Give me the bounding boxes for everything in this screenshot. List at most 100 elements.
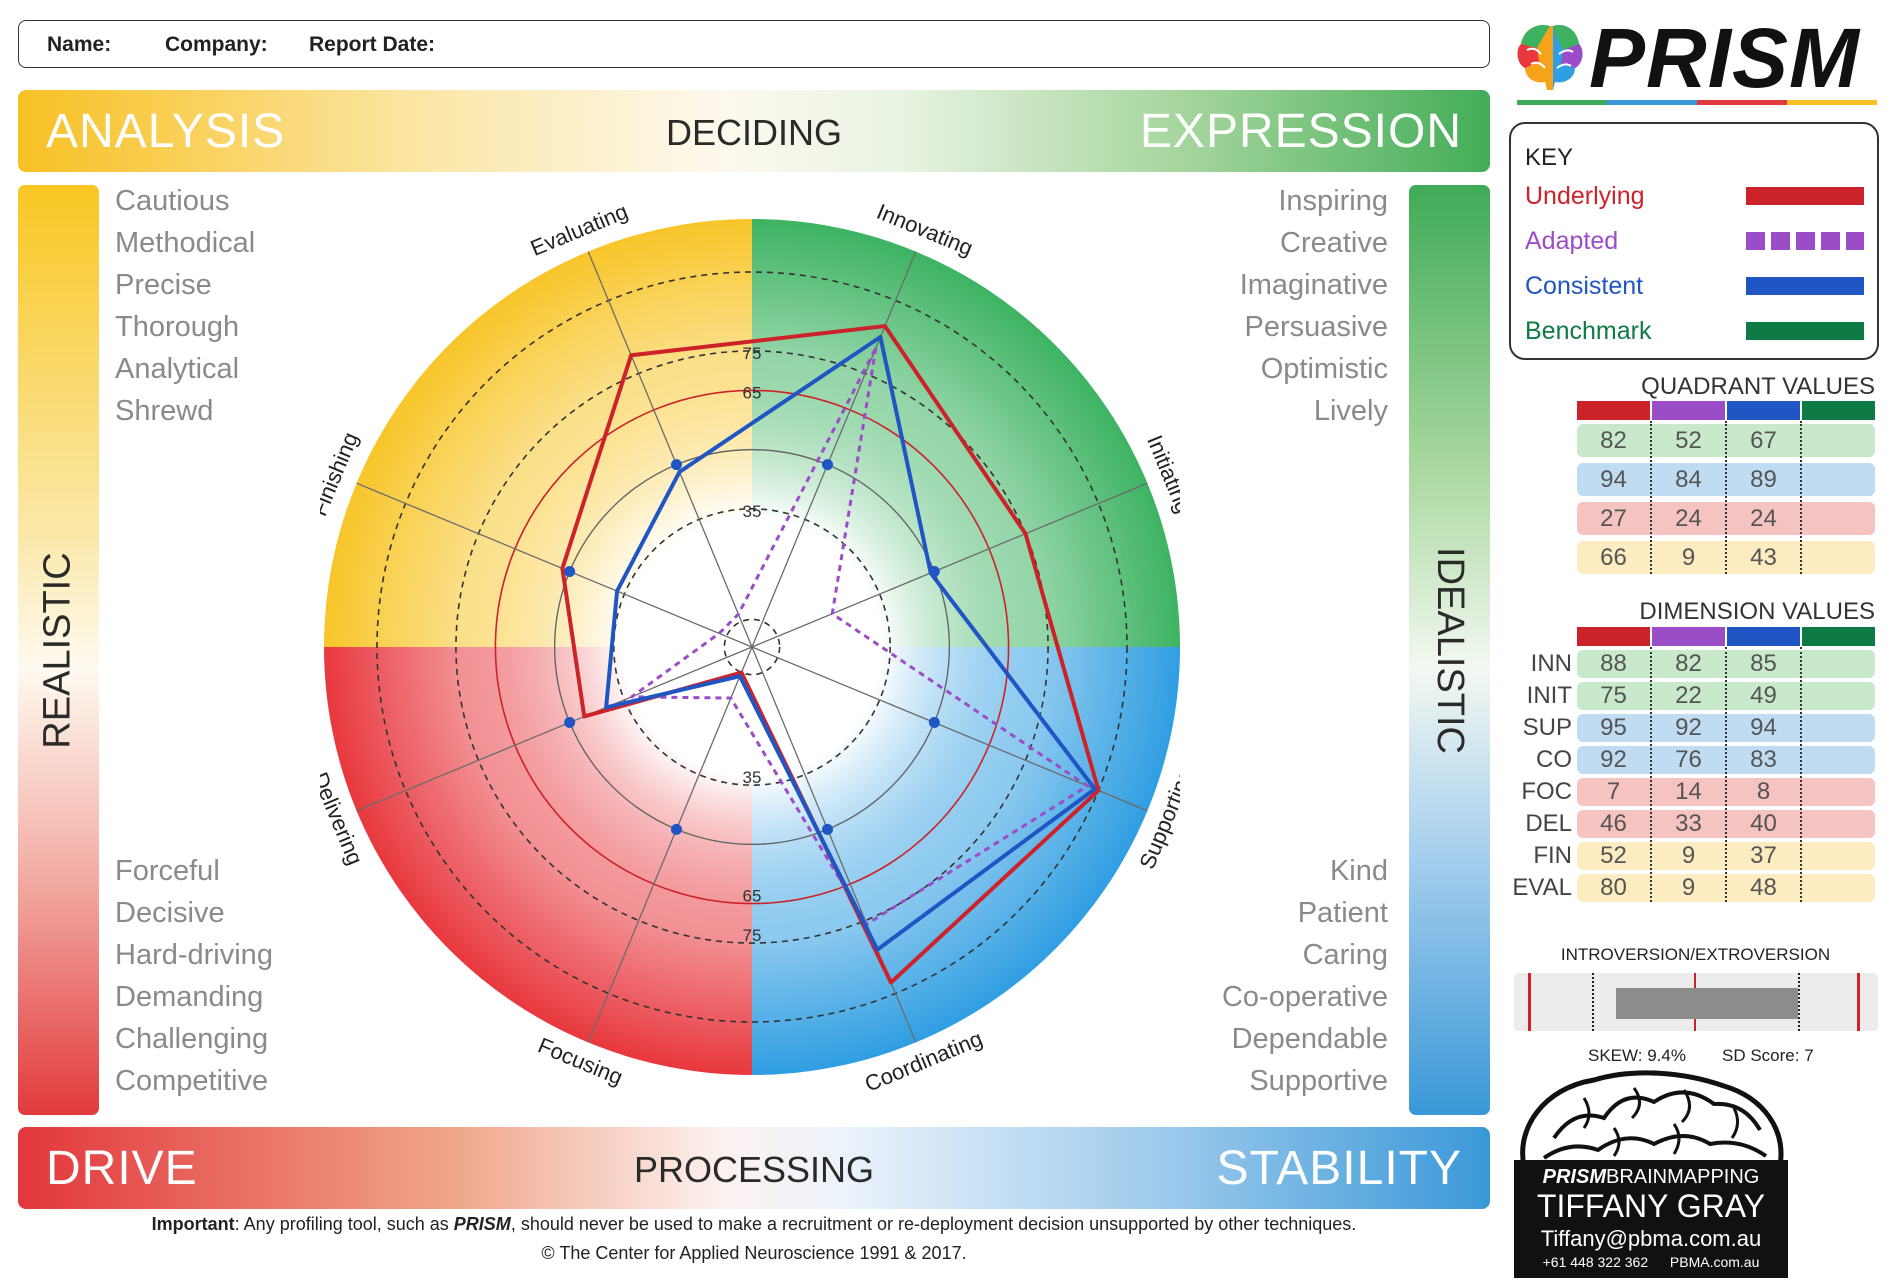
trait: Competitive [115,1065,269,1097]
trait: Creative [1280,227,1388,259]
table-cell: 66 [1600,543,1627,571]
card-email: Tiffany@pbma.com.au [1540,1226,1762,1251]
prism-logo: PRISM [1515,11,1877,106]
introversion-title: INTROVERSION/EXTROVERSION [1560,945,1831,964]
trait: Kind [1329,855,1388,887]
table-cell: 89 [1750,465,1777,493]
table-cell: 24 [1675,504,1702,532]
copyright: © The Center for Applied Neuroscience 19… [541,1243,967,1263]
important-brand: PRISM [453,1214,511,1234]
quadrant-values-title: QUADRANT VALUES [1641,373,1875,400]
trait: Decisive [115,897,225,929]
series-point-consistent [564,565,576,577]
table-cell: 75 [1600,682,1627,709]
table-cell: 40 [1750,810,1777,837]
trait: Forceful [115,855,220,887]
trait: Inspiring [1278,185,1388,217]
column-header-swatch [1577,401,1650,420]
table-cell: 82 [1675,650,1702,677]
ring-label: 65 [743,887,762,906]
table-cell: 83 [1750,746,1777,773]
realistic-bar: REALISTIC [18,185,99,1115]
stability-label: STABILITY [1216,1142,1462,1195]
series-point-consistent [670,459,682,471]
traits-expression: Inspiring Creative Imaginative Persuasiv… [1240,180,1388,432]
name-label: Name: [47,33,112,56]
report-header: Name: Company: Report Date: [18,20,1490,68]
column-header-swatch [1802,401,1875,420]
traits-stability: Kind Patient Caring Co-operative Dependa… [1222,850,1388,1102]
brain-logo-icon [1517,24,1583,91]
important-rest: , should never be used to make a recruit… [510,1214,1357,1234]
series-point-consistent [928,717,940,729]
logo-color-line [1517,100,1877,105]
radar-spoke [751,482,1148,648]
column-header-swatch [1652,627,1725,646]
column-header-swatch [1727,401,1800,420]
table-cell: 80 [1600,874,1627,901]
radar-ring [376,271,1128,1023]
report-date-label: Report Date: [309,33,436,56]
gauge-dotted-line [1798,973,1800,1031]
trait: Precise [115,269,212,301]
ring-label: 75 [743,926,762,945]
top-banner: DECIDING ANALYSIS EXPRESSION [18,90,1490,172]
key-consistent-label: Consistent [1525,272,1644,300]
prism-radar-chart: InnovatingInitiatingSupportingCoordinati… [320,198,1180,1097]
prism-wordmark: PRISM [1589,11,1861,105]
series-point-consistent [564,717,576,729]
table-cell: 88 [1600,650,1627,677]
table-cell: 82 [1600,426,1627,454]
card-name: TIFFANY GRAY [1536,1188,1766,1224]
sd-score: SD Score: 7 [1722,1046,1814,1065]
dimension-label: FIN [1533,842,1572,869]
key-benchmark-label: Benchmark [1525,317,1652,345]
ring-label: 35 [743,768,762,787]
trait: Challenging [115,1023,269,1055]
idealistic-bar: IDEALISTIC [1409,185,1490,1115]
series-point-consistent [822,459,834,471]
important-note: Important: Any profiling tool, such as P… [18,1214,1490,1235]
card-panel: PRISMBRAINMAPPING TIFFANY GRAY Tiffany@p… [1514,1160,1788,1278]
key-adapted-swatch [1746,232,1864,250]
table-cell: 9 [1681,874,1696,901]
table-cell: 52 [1600,842,1627,869]
introversion-bar [1615,988,1798,1019]
key-consistent-swatch [1746,277,1864,295]
ring-label: 65 [743,383,762,402]
deciding-label: DECIDING [665,112,842,153]
table-cell: 85 [1750,650,1777,677]
table-cell: 9 [1681,543,1696,571]
trait: Caring [1302,939,1388,971]
important-text: : Any profiling tool, such as [234,1214,454,1234]
key-benchmark-swatch [1746,322,1864,340]
series-point-consistent [670,823,682,835]
key-title: KEY [1525,144,1574,171]
table-cell: 46 [1600,810,1627,837]
series-point-consistent [928,565,940,577]
ring-label: 35 [743,502,762,521]
radar-spoke [587,646,753,1043]
ring-label: 75 [743,344,762,363]
quadrant-analysis [324,219,752,647]
chart-key: KEY Underlying Adapted Consistent Benchm… [1509,122,1879,360]
gauge-right-marker [1857,973,1860,1031]
radar-spoke [587,251,753,648]
trait: Supportive [1249,1065,1388,1097]
table-cell: 52 [1675,426,1702,454]
dimension-label: FOC [1521,778,1572,805]
trait: Imaginative [1239,269,1388,301]
key-adapted-label: Adapted [1525,227,1619,255]
table-cell: 43 [1750,543,1777,571]
table-cell: 37 [1750,842,1777,869]
bottom-banner: PROCESSING DRIVE STABILITY [18,1127,1490,1209]
series-point-consistent [822,823,834,835]
column-header-swatch [1652,401,1725,420]
column-separator [1725,421,1727,574]
table-cell: 95 [1600,714,1627,741]
card-site: PBMA.com.au [1669,1254,1760,1270]
series-line-underlying [560,324,1101,985]
trait: Lively [1313,395,1388,427]
processing-label: PROCESSING [633,1149,875,1190]
gauge-dotted-line [1592,973,1594,1031]
